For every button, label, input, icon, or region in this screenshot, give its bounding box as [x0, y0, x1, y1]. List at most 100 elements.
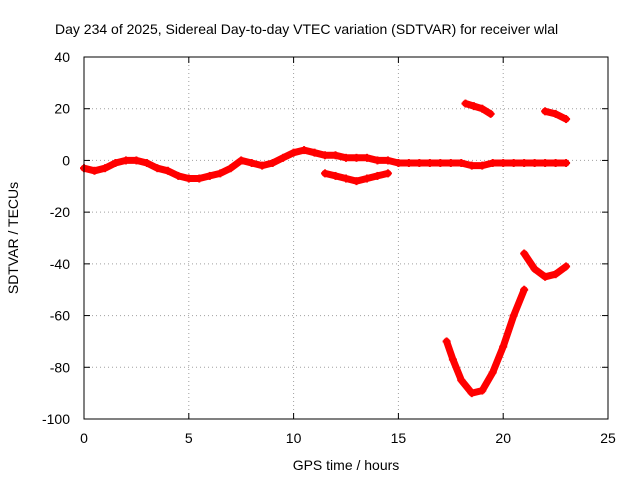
grid-lines [84, 57, 608, 419]
data-point [530, 159, 539, 168]
data-point [132, 156, 141, 165]
data-point [467, 161, 476, 170]
y-tick-label: -20 [50, 204, 70, 220]
data-point [541, 272, 550, 281]
data-point [457, 376, 466, 385]
y-axis-label: SDTVAR / TECUs [5, 182, 21, 294]
chart-title: Day 234 of 2025, Sidereal Day-to-day VTE… [55, 21, 558, 37]
data-point [195, 174, 204, 183]
data-point [436, 159, 445, 168]
data-point [321, 151, 330, 160]
x-tick-label: 0 [80, 430, 88, 446]
data-point [394, 159, 403, 168]
data-point [488, 368, 497, 377]
data-point [289, 148, 298, 157]
y-tick-label: -100 [42, 411, 70, 427]
data-point [247, 159, 256, 168]
y-tick-label: -80 [50, 359, 70, 375]
data-point [541, 159, 550, 168]
x-tick-label: 25 [600, 430, 616, 446]
data-point [415, 159, 424, 168]
x-tick-label: 15 [391, 430, 407, 446]
data-point [551, 159, 560, 168]
data-point [174, 171, 183, 180]
data-point [216, 169, 225, 178]
data-point [331, 151, 340, 160]
x-tick-label: 10 [286, 430, 302, 446]
data-point [331, 171, 340, 180]
y-tick-label: 40 [54, 49, 70, 65]
data-point [446, 159, 455, 168]
data-point [520, 249, 529, 258]
data-point [373, 171, 382, 180]
data-point [562, 262, 571, 271]
data-point [488, 159, 497, 168]
data-point [111, 159, 120, 168]
data-point [478, 104, 487, 113]
series-layer [80, 99, 571, 398]
data-point [486, 109, 495, 118]
y-tick-label: 20 [54, 101, 70, 117]
x-tick-label: 20 [495, 430, 511, 446]
data-point [520, 285, 529, 294]
data-point [562, 115, 571, 124]
y-tick-label: -60 [50, 308, 70, 324]
y-tick-labels: -100 -80 -60 -40 -20 0 20 40 [42, 49, 70, 427]
series-line-3 [462, 100, 495, 118]
data-point [121, 156, 130, 165]
data-point [279, 153, 288, 162]
data-point [541, 107, 550, 116]
data-point [551, 109, 560, 118]
data-point [205, 171, 214, 180]
data-point [90, 166, 99, 175]
data-point [362, 174, 371, 183]
data-point [310, 148, 319, 157]
data-point [499, 159, 508, 168]
data-point [562, 159, 571, 168]
series-line-6 [443, 286, 528, 397]
data-point [373, 156, 382, 165]
data-point [383, 156, 392, 165]
data-point [499, 342, 508, 351]
data-point [442, 337, 451, 346]
data-point [551, 270, 560, 279]
data-point [383, 169, 392, 178]
data-point [226, 164, 235, 173]
data-point [478, 386, 487, 395]
data-point [153, 164, 162, 173]
data-point [321, 169, 330, 178]
data-point [448, 355, 457, 364]
data-point [163, 166, 172, 175]
data-point [100, 164, 109, 173]
data-point [457, 159, 466, 168]
x-axis-label: GPS time / hours [293, 457, 400, 473]
data-point [142, 159, 151, 168]
y-tick-label: -40 [50, 256, 70, 272]
data-point [342, 174, 350, 183]
data-point [268, 159, 277, 168]
data-point [467, 389, 476, 398]
data-point [469, 102, 478, 111]
data-point [520, 159, 529, 168]
data-point [425, 159, 434, 168]
tick-marks [83, 56, 609, 420]
data-point [300, 146, 309, 155]
y-tick-label: 0 [62, 152, 70, 168]
data-point [404, 159, 413, 168]
data-point [509, 311, 518, 320]
plot-frame [83, 56, 609, 420]
data-point [184, 174, 193, 183]
data-point [237, 156, 246, 165]
x-tick-labels: 0 5 10 15 20 25 [80, 430, 616, 446]
data-point [530, 265, 539, 274]
data-point [342, 153, 350, 162]
data-point [461, 99, 470, 108]
data-point [478, 161, 487, 170]
data-point [258, 161, 267, 170]
data-point [362, 153, 371, 162]
x-tick-label: 5 [185, 430, 193, 446]
data-point [352, 177, 361, 186]
data-point [352, 153, 361, 162]
data-point [509, 159, 518, 168]
